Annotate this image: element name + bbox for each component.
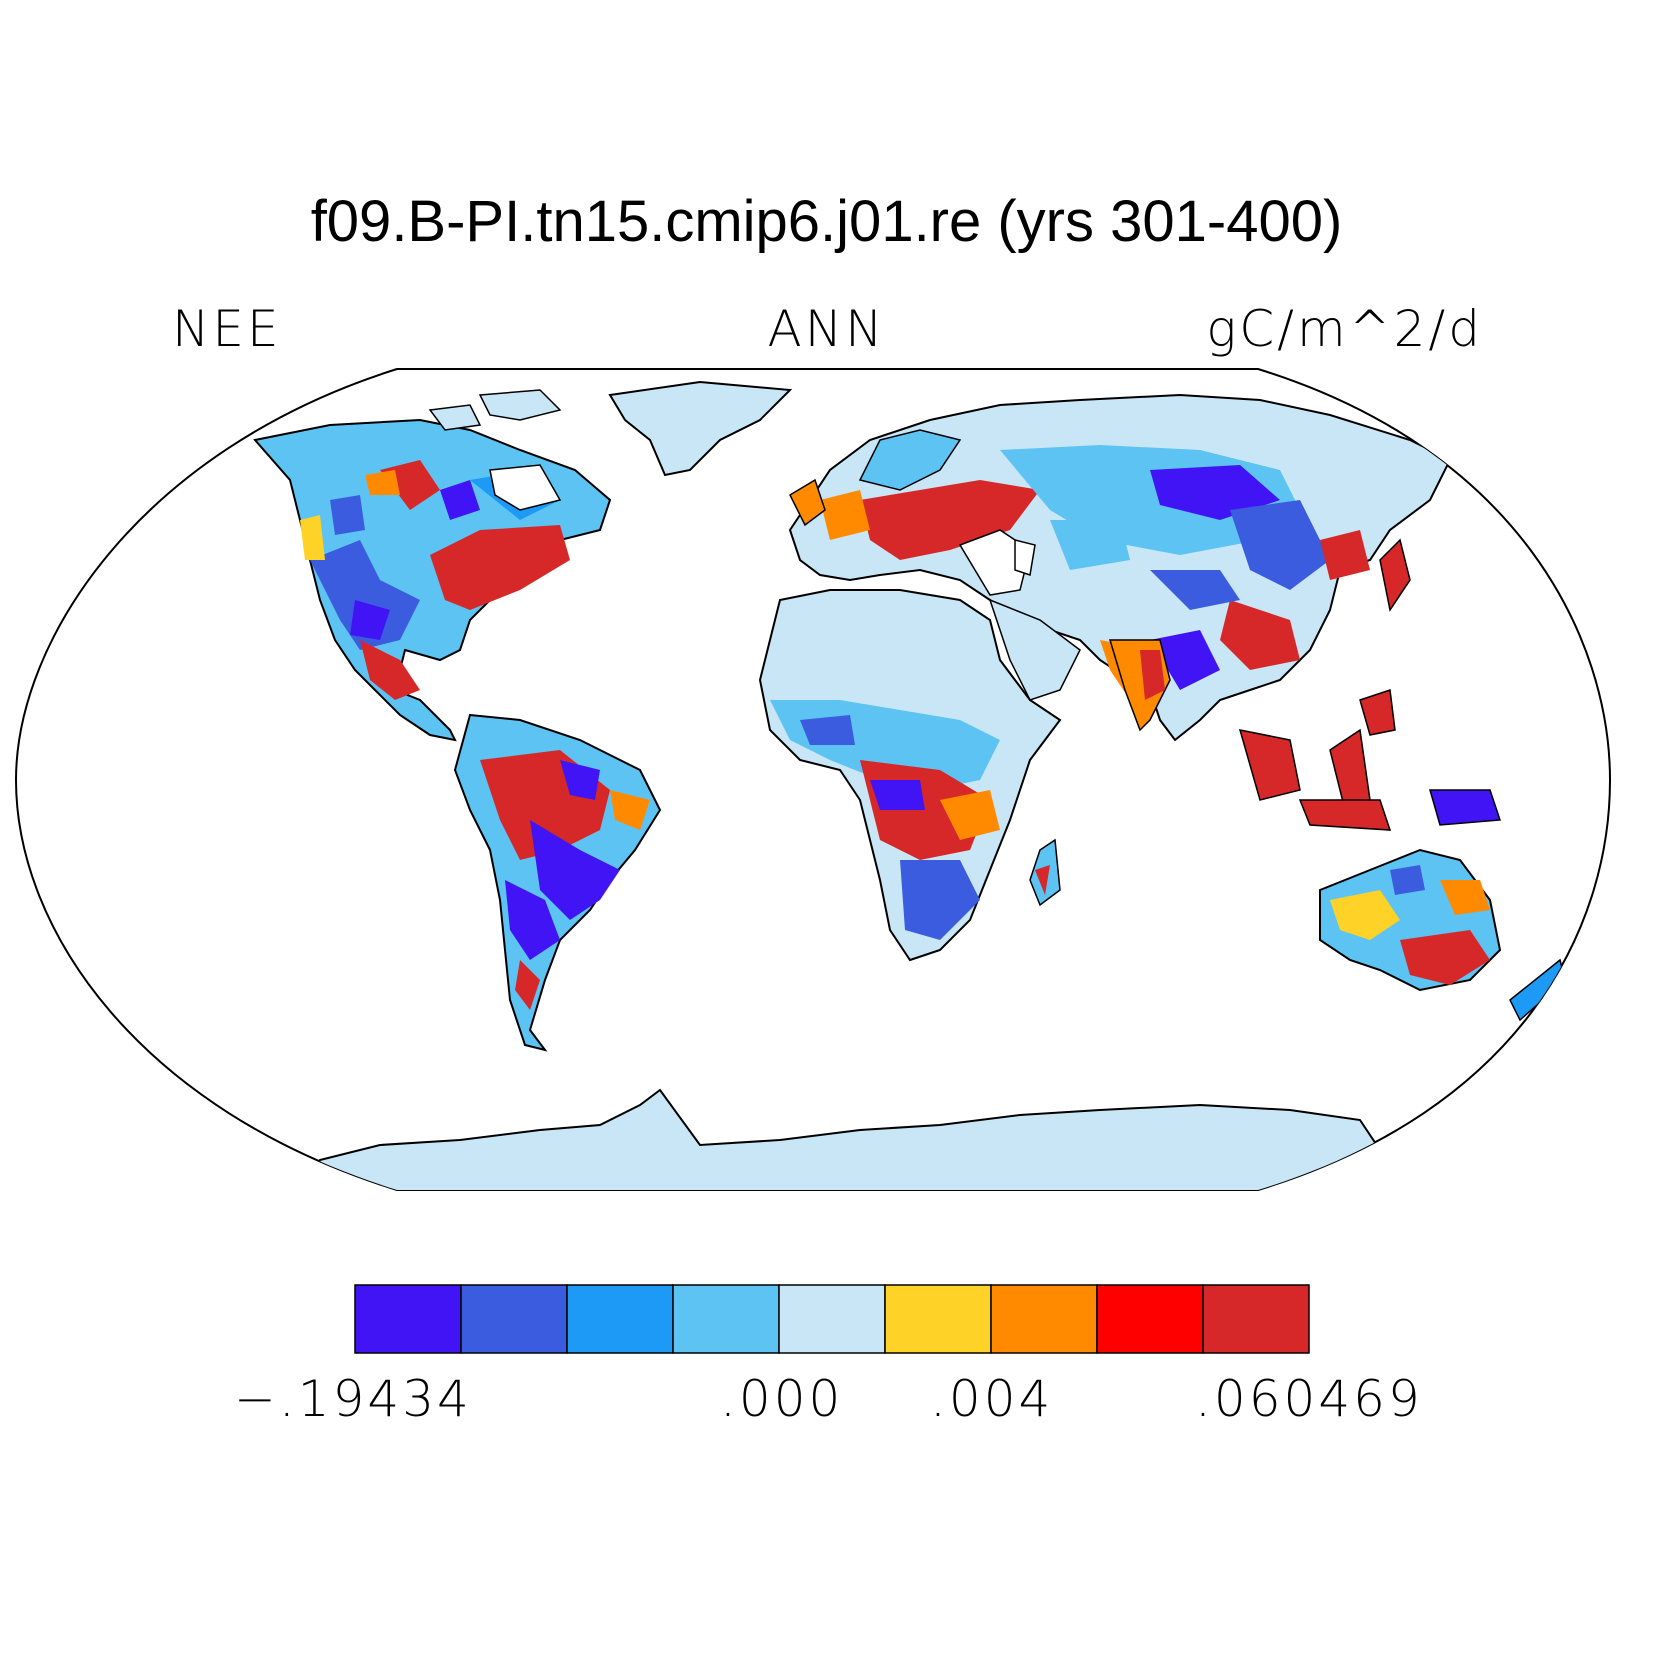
colorbar-swatch (460, 1284, 568, 1354)
colorbar-swatch (990, 1284, 1098, 1354)
south-america (453, 713, 662, 1052)
plot-title: f09.B-PI.tn15.cmip6.j01.re (yrs 301-400) (310, 189, 1343, 254)
colorbar (354, 1284, 1310, 1354)
units-label: gC/m^2/d (1206, 300, 1483, 358)
colorbar-swatch (566, 1284, 674, 1354)
colorbar-label-min: −.19434 (234, 1370, 472, 1428)
colorbar-swatch (1202, 1284, 1310, 1354)
season-label: ANN (767, 300, 886, 358)
colorbar-label-max: .060469 (1195, 1370, 1423, 1428)
colorbar-swatch (1096, 1284, 1204, 1354)
colorbar-swatch (884, 1284, 992, 1354)
eurasia (788, 393, 1502, 831)
colorbar-swatch (778, 1284, 886, 1354)
north-america (253, 380, 793, 742)
variable-label: NEE (172, 300, 282, 358)
colorbar-label-small: .004 (930, 1370, 1054, 1428)
colorbar-label-zero: .000 (720, 1370, 844, 1428)
colorbar-swatch (672, 1284, 780, 1354)
colorbar-swatch (354, 1284, 462, 1354)
australia (1319, 848, 1566, 1022)
africa (758, 589, 1062, 962)
